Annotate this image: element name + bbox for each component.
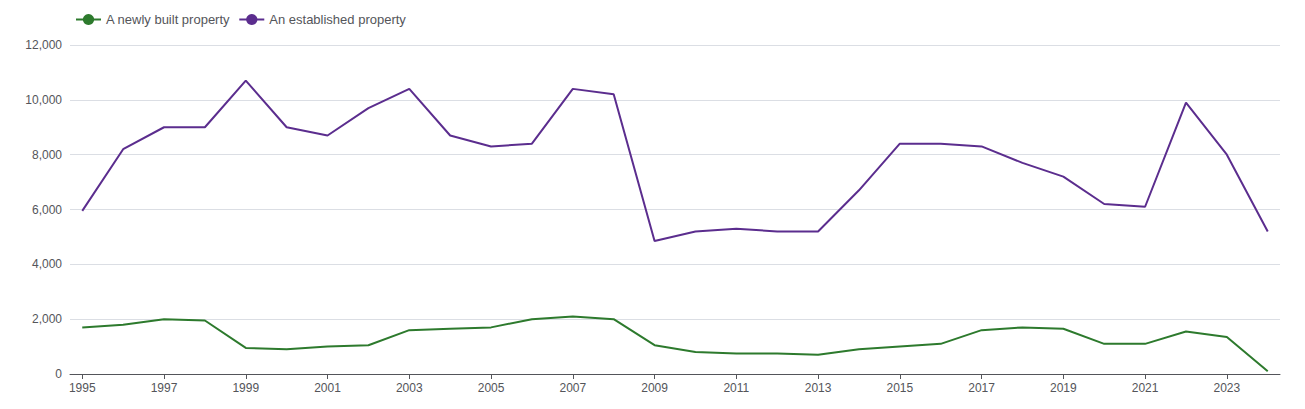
svg-text:2007: 2007 bbox=[559, 381, 586, 395]
svg-text:2011: 2011 bbox=[723, 381, 749, 395]
svg-text:2009: 2009 bbox=[641, 381, 668, 395]
svg-text:8,000: 8,000 bbox=[32, 148, 62, 162]
svg-text:2021: 2021 bbox=[1132, 381, 1159, 395]
svg-text:2015: 2015 bbox=[886, 381, 913, 395]
svg-text:1999: 1999 bbox=[232, 381, 259, 395]
svg-text:2019: 2019 bbox=[1050, 381, 1077, 395]
svg-text:2023: 2023 bbox=[1214, 381, 1241, 395]
svg-text:2001: 2001 bbox=[314, 381, 341, 395]
svg-text:2003: 2003 bbox=[396, 381, 423, 395]
svg-text:2017: 2017 bbox=[968, 381, 995, 395]
svg-text:An established property: An established property bbox=[269, 12, 406, 27]
svg-text:6,000: 6,000 bbox=[32, 203, 62, 217]
svg-text:1997: 1997 bbox=[151, 381, 178, 395]
svg-text:2,000: 2,000 bbox=[32, 312, 62, 326]
svg-text:0: 0 bbox=[55, 367, 62, 381]
svg-text:12,000: 12,000 bbox=[25, 38, 62, 52]
svg-text:1995: 1995 bbox=[69, 381, 96, 395]
svg-text:2013: 2013 bbox=[805, 381, 832, 395]
svg-text:4,000: 4,000 bbox=[32, 257, 62, 271]
svg-text:10,000: 10,000 bbox=[25, 93, 62, 107]
svg-text:2005: 2005 bbox=[478, 381, 505, 395]
svg-text:A newly built property: A newly built property bbox=[106, 12, 230, 27]
